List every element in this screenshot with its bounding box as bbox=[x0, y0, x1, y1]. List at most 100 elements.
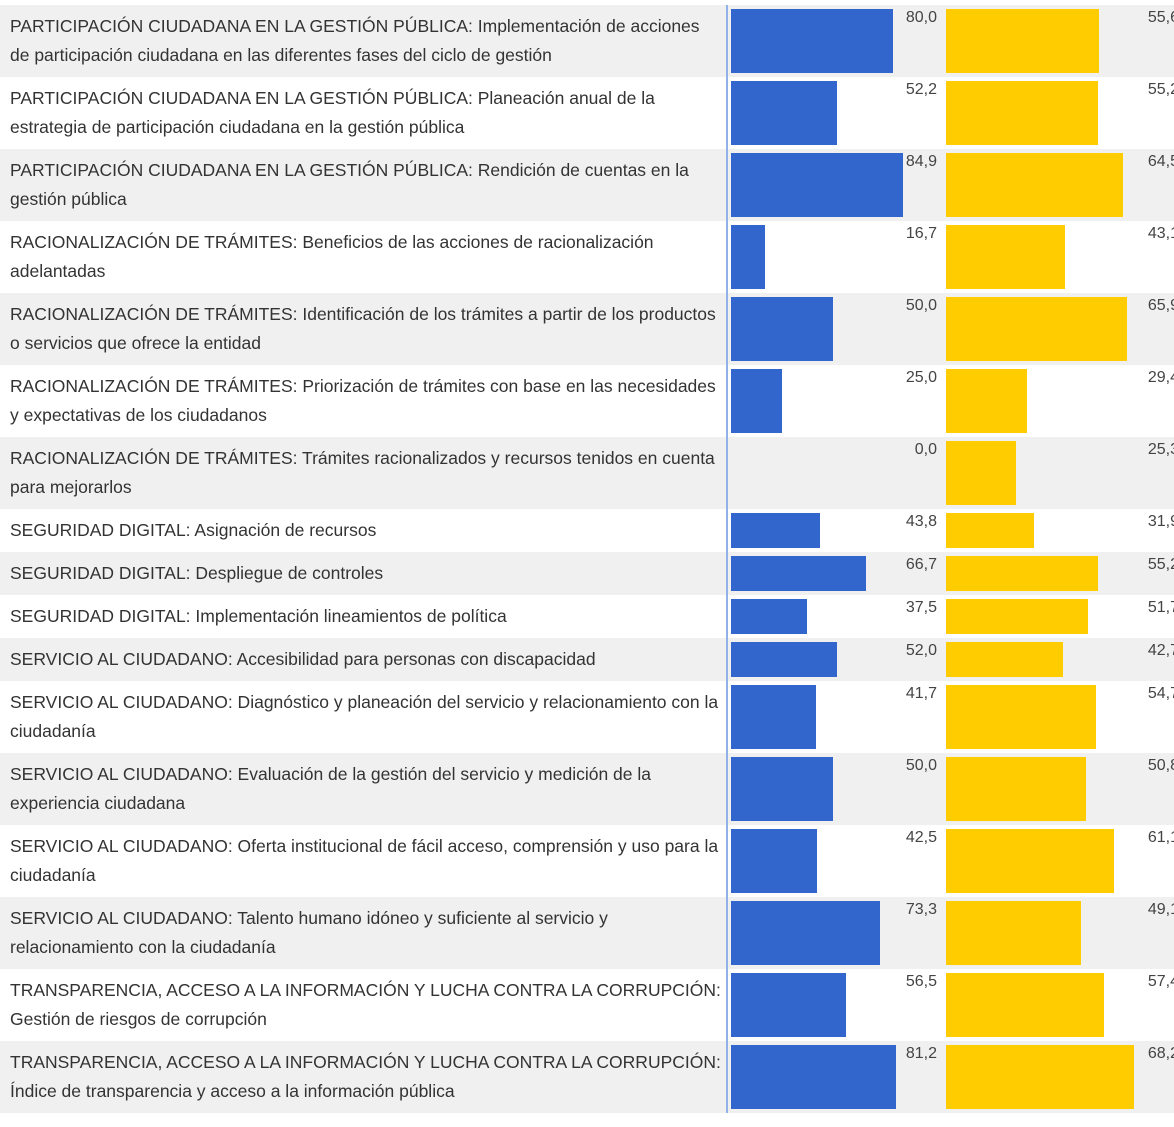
data-bar bbox=[946, 757, 1086, 821]
value-cell: 50,0 bbox=[727, 753, 941, 825]
row-label: SERVICIO AL CIUDADANO: Oferta institucio… bbox=[0, 825, 728, 897]
data-bar bbox=[946, 81, 1098, 145]
value-cell: 52,2 bbox=[727, 77, 941, 149]
value-cell: 57,4 bbox=[941, 969, 1174, 1041]
data-bar bbox=[731, 556, 867, 591]
row-label: TRANSPARENCIA, ACCESO A LA INFORMACIÓN Y… bbox=[0, 969, 728, 1041]
value-label: 42,7 bbox=[1147, 642, 1174, 659]
table-row: RACIONALIZACIÓN DE TRÁMITES: Priorizació… bbox=[0, 365, 1174, 437]
table-row: PARTICIPACIÓN CIUDADANA EN LA GESTIÓN PÚ… bbox=[0, 5, 1174, 77]
data-bar bbox=[946, 9, 1099, 73]
row-label: RACIONALIZACIÓN DE TRÁMITES: Beneficios … bbox=[0, 221, 728, 293]
data-bar bbox=[731, 297, 833, 361]
value-label: 84,9 bbox=[905, 153, 937, 170]
data-bar bbox=[731, 829, 818, 893]
table-row: TRANSPARENCIA, ACCESO A LA INFORMACIÓN Y… bbox=[0, 969, 1174, 1041]
data-bar bbox=[946, 642, 1064, 677]
table-row: TRANSPARENCIA, ACCESO A LA INFORMACIÓN Y… bbox=[0, 1041, 1174, 1113]
value-label: 49,1 bbox=[1147, 901, 1174, 918]
value-label: 51,7 bbox=[1147, 599, 1174, 616]
value-label: 25,0 bbox=[905, 369, 937, 386]
value-label: 29,4 bbox=[1147, 369, 1174, 386]
data-bar bbox=[946, 1045, 1134, 1109]
value-label: 42,5 bbox=[905, 829, 937, 846]
table-row: SERVICIO AL CIUDADANO: Oferta institucio… bbox=[0, 825, 1174, 897]
value-label: 80,0 bbox=[905, 9, 937, 26]
value-label: 57,4 bbox=[1147, 973, 1174, 990]
data-bar bbox=[946, 153, 1124, 217]
data-bar bbox=[946, 901, 1082, 965]
value-label: 52,2 bbox=[905, 81, 937, 98]
value-cell: 51,7 bbox=[941, 595, 1174, 638]
value-cell: 73,3 bbox=[727, 897, 941, 969]
data-bar bbox=[946, 369, 1027, 433]
value-label: 43,1 bbox=[1147, 225, 1174, 242]
value-cell: 55,2 bbox=[941, 77, 1174, 149]
data-bar bbox=[731, 757, 833, 821]
value-label: 0,0 bbox=[914, 441, 937, 458]
row-label: PARTICIPACIÓN CIUDADANA EN LA GESTIÓN PÚ… bbox=[0, 77, 728, 149]
value-label: 37,5 bbox=[905, 599, 937, 616]
value-cell: 43,1 bbox=[941, 221, 1174, 293]
value-cell: 42,5 bbox=[727, 825, 941, 897]
data-bar bbox=[946, 973, 1104, 1037]
value-cell: 80,0 bbox=[727, 5, 941, 77]
table-row: RACIONALIZACIÓN DE TRÁMITES: Beneficios … bbox=[0, 221, 1174, 293]
row-label: SEGURIDAD DIGITAL: Asignación de recurso… bbox=[0, 509, 728, 552]
value-label: 43,8 bbox=[905, 513, 937, 530]
value-cell: 31,9 bbox=[941, 509, 1174, 552]
value-cell: 68,2 bbox=[941, 1041, 1174, 1113]
value-label: 54,7 bbox=[1147, 685, 1174, 702]
row-label: SERVICIO AL CIUDADANO: Diagnóstico y pla… bbox=[0, 681, 728, 753]
value-cell: 65,9 bbox=[941, 293, 1174, 365]
value-cell: 42,7 bbox=[941, 638, 1174, 681]
value-label: 50,8 bbox=[1147, 757, 1174, 774]
row-label: RACIONALIZACIÓN DE TRÁMITES: Trámites ra… bbox=[0, 437, 728, 509]
value-cell: 64,5 bbox=[941, 149, 1174, 221]
value-cell: 61,1 bbox=[941, 825, 1174, 897]
table-row: SERVICIO AL CIUDADANO: Accesibilidad par… bbox=[0, 638, 1174, 681]
table-row: SERVICIO AL CIUDADANO: Evaluación de la … bbox=[0, 753, 1174, 825]
data-bar bbox=[731, 1045, 896, 1109]
table-row: SERVICIO AL CIUDADANO: Talento humano id… bbox=[0, 897, 1174, 969]
value-label: 66,7 bbox=[905, 556, 937, 573]
value-label: 81,2 bbox=[905, 1045, 937, 1062]
row-label: SEGURIDAD DIGITAL: Implementación lineam… bbox=[0, 595, 728, 638]
table-row: RACIONALIZACIÓN DE TRÁMITES: Identificac… bbox=[0, 293, 1174, 365]
value-cell: 66,7 bbox=[727, 552, 941, 595]
row-label: PARTICIPACIÓN CIUDADANA EN LA GESTIÓN PÚ… bbox=[0, 149, 728, 221]
data-bar bbox=[731, 642, 837, 677]
data-bar bbox=[731, 153, 904, 217]
value-cell: 25,3 bbox=[941, 437, 1174, 509]
page: PARTICIPACIÓN CIUDADANA EN LA GESTIÓN PÚ… bbox=[0, 5, 1174, 1127]
value-cell: 0,0 bbox=[727, 437, 941, 509]
value-cell: 84,9 bbox=[727, 149, 941, 221]
value-cell: 52,0 bbox=[727, 638, 941, 681]
value-cell: 50,0 bbox=[727, 293, 941, 365]
value-cell: 41,7 bbox=[727, 681, 941, 753]
data-bar bbox=[946, 685, 1097, 749]
value-label: 25,3 bbox=[1147, 441, 1174, 458]
value-label: 31,9 bbox=[1147, 513, 1174, 530]
data-bar bbox=[731, 9, 894, 73]
data-bar bbox=[731, 599, 808, 634]
table-row: SEGURIDAD DIGITAL: Implementación lineam… bbox=[0, 595, 1174, 638]
data-bar bbox=[946, 441, 1016, 505]
data-bar bbox=[731, 369, 782, 433]
table-row: SEGURIDAD DIGITAL: Despliegue de control… bbox=[0, 552, 1174, 595]
value-cell: 49,1 bbox=[941, 897, 1174, 969]
value-cell: 56,5 bbox=[727, 969, 941, 1041]
value-label: 16,7 bbox=[905, 225, 937, 242]
data-bar bbox=[731, 901, 880, 965]
value-label: 65,9 bbox=[1147, 297, 1174, 314]
data-bar bbox=[946, 556, 1098, 591]
table-row: PARTICIPACIÓN CIUDADANA EN LA GESTIÓN PÚ… bbox=[0, 149, 1174, 221]
table-row: PARTICIPACIÓN CIUDADANA EN LA GESTIÓN PÚ… bbox=[0, 77, 1174, 149]
data-bar bbox=[946, 513, 1034, 548]
data-bar bbox=[731, 513, 820, 548]
data-bar bbox=[946, 225, 1065, 289]
data-bar bbox=[946, 599, 1089, 634]
data-bar bbox=[946, 829, 1115, 893]
value-cell: 55,6 bbox=[941, 5, 1174, 77]
value-cell: 29,4 bbox=[941, 365, 1174, 437]
